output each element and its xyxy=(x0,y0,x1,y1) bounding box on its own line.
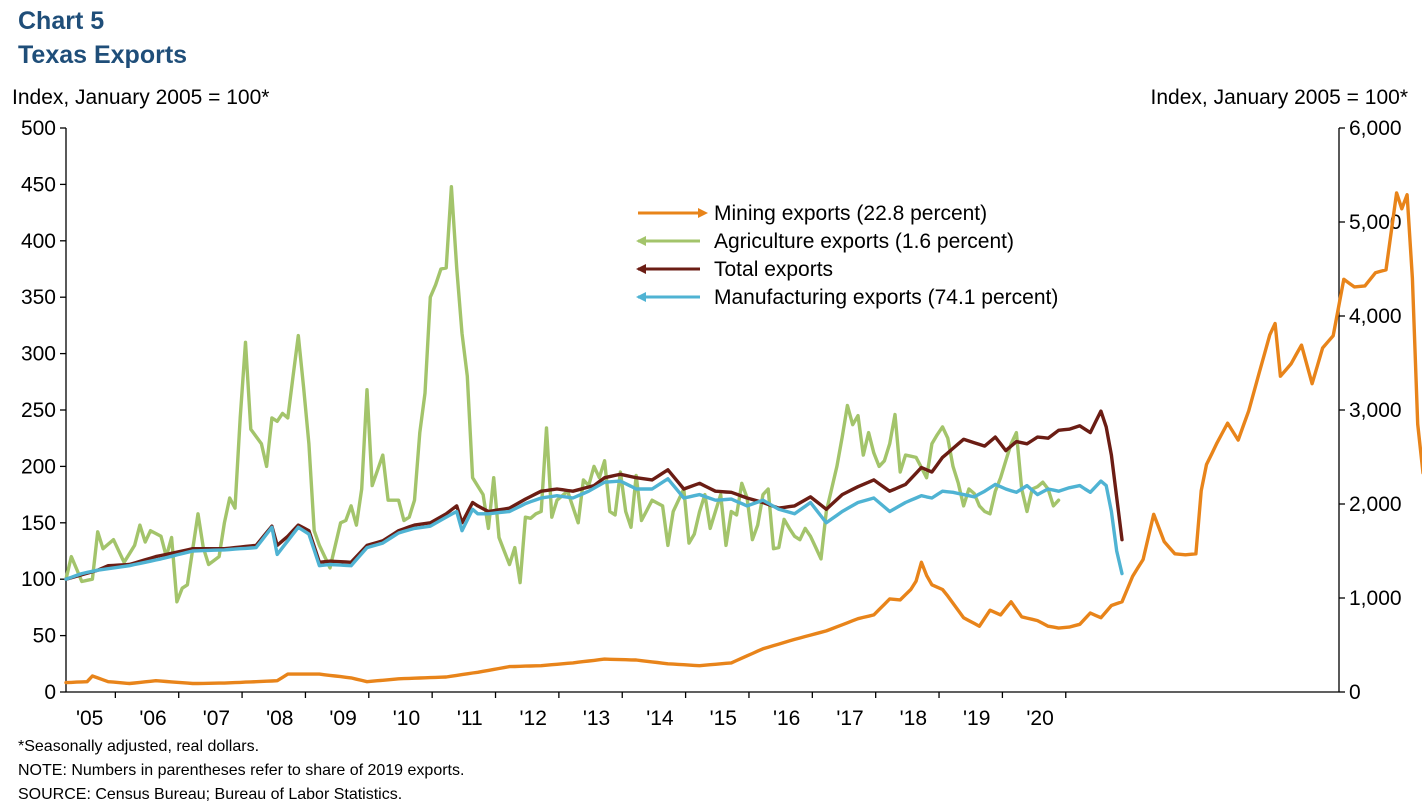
legend-arrow-total xyxy=(636,264,646,274)
x-tick-label: '18 xyxy=(900,707,927,730)
y-tick-label-left: 150 xyxy=(21,512,56,535)
legend-label-total: Total exports xyxy=(714,258,833,281)
y-tick-label-left: 350 xyxy=(21,286,56,309)
footnote-asterisk: *Seasonally adjusted, real dollars. xyxy=(18,738,260,755)
legend-label-manufacturing: Manufacturing exports (74.1 percent) xyxy=(714,286,1058,309)
x-tick-label: '12 xyxy=(520,707,547,730)
x-tick-label: '14 xyxy=(646,707,674,730)
y-tick-label-left: 50 xyxy=(33,625,56,648)
y-tick-label-left: 0 xyxy=(44,681,56,704)
left-axis-unit-label: Index, January 2005 = 100* xyxy=(12,86,270,109)
x-tick-label: '13 xyxy=(583,707,610,730)
y-tick-label-right: 6,000 xyxy=(1349,117,1402,140)
chart-number: Chart 5 xyxy=(18,7,105,35)
chart-title: Texas Exports xyxy=(18,41,188,69)
x-tick-label: '19 xyxy=(963,707,990,730)
legend-label-agriculture: Agriculture exports (1.6 percent) xyxy=(714,230,1014,253)
legend-arrow-manufacturing xyxy=(636,292,646,302)
x-tick-label: '10 xyxy=(393,707,420,730)
y-tick-label-right: 0 xyxy=(1349,681,1361,704)
y-tick-label-left: 500 xyxy=(21,117,56,140)
y-tick-label-right: 1,000 xyxy=(1349,587,1402,610)
x-tick-label: '11 xyxy=(457,707,483,730)
x-tick-label: '06 xyxy=(139,707,166,730)
y-tick-label-left: 200 xyxy=(21,455,56,478)
footnotes: *Seasonally adjusted, real dollars. NOTE… xyxy=(18,735,464,807)
y-tick-label-right: 4,000 xyxy=(1349,305,1402,328)
y-tick-label-left: 250 xyxy=(21,399,56,422)
right-axis-unit-label: Index, January 2005 = 100* xyxy=(1150,86,1408,109)
footnote-note: NOTE: Numbers in parentheses refer to sh… xyxy=(18,762,465,779)
y-tick-label-left: 100 xyxy=(21,568,56,591)
legend-label-mining: Mining exports (22.8 percent) xyxy=(714,202,987,225)
footnote-source: SOURCE: Census Bureau; Bureau of Labor S… xyxy=(18,786,403,803)
series-line-mining xyxy=(64,191,1422,686)
y-tick-label-right: 3,000 xyxy=(1349,399,1402,422)
x-tick-label: '17 xyxy=(836,707,863,730)
x-tick-label: '07 xyxy=(203,707,230,730)
x-tick-label: '09 xyxy=(329,707,356,730)
x-tick-label: '15 xyxy=(710,707,737,730)
y-tick-label-right: 2,000 xyxy=(1349,493,1402,516)
y-tick-label-left: 300 xyxy=(21,343,56,366)
y-tick-label-left: 400 xyxy=(21,230,56,253)
y-tick-label-right: 5,000 xyxy=(1349,211,1402,234)
x-tick-label: '20 xyxy=(1026,707,1053,730)
legend-arrow-agriculture xyxy=(636,236,646,246)
series-line-manufacturing xyxy=(64,477,1124,581)
x-tick-label: '16 xyxy=(773,707,800,730)
x-tick-label: '05 xyxy=(76,707,103,730)
x-tick-label: '08 xyxy=(266,707,293,730)
legend-arrow-mining xyxy=(698,208,708,218)
y-tick-label-left: 450 xyxy=(21,173,56,196)
